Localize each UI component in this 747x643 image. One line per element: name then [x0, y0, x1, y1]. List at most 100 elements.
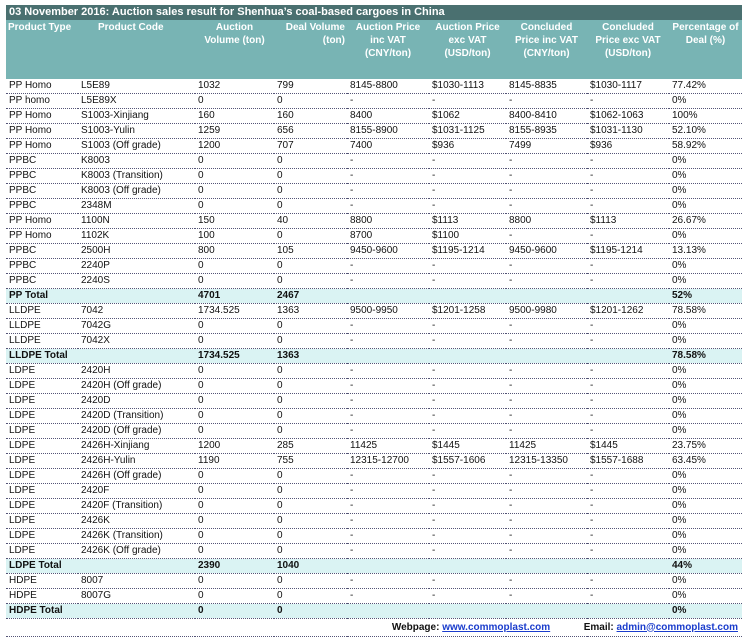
- table-cell: PP Total: [6, 288, 78, 304]
- table-cell: 2420H: [78, 363, 195, 379]
- table-cell: -: [429, 423, 506, 439]
- table-cell: 44%: [669, 558, 742, 574]
- table-cell: $1113: [429, 213, 506, 229]
- table-cell: 63.45%: [669, 453, 742, 469]
- table-cell: -: [347, 543, 429, 559]
- table-cell: -: [429, 363, 506, 379]
- webpage-link[interactable]: www.commoplast.com: [442, 621, 551, 633]
- table-cell: 1032: [195, 79, 274, 94]
- column-header: Concluded Price exc VAT (USD/ton): [587, 20, 669, 79]
- table-cell: -: [587, 498, 669, 514]
- table-cell: $1195-1214: [587, 243, 669, 259]
- table-cell: $1113: [587, 213, 669, 229]
- table-cell: 100%: [669, 108, 742, 124]
- table-row: LLDPE 7042 1734.525 1363 9500-9950 $1201-1258…: [6, 303, 742, 319]
- table-cell: -: [587, 513, 669, 529]
- email-link[interactable]: admin@commoplast.com: [616, 621, 738, 633]
- table-cell: PP Homo: [6, 213, 78, 229]
- table-cell: 0%: [669, 363, 742, 379]
- table-cell: 8400: [347, 108, 429, 124]
- table-row: PPBC 2500H 800 105 9450-9600 $1195-1214 9450-9…: [6, 243, 742, 259]
- table-cell: [78, 348, 195, 364]
- table-cell: $1557-1688: [587, 453, 669, 469]
- table-cell: 0%: [669, 168, 742, 184]
- table-cell: 0: [195, 198, 274, 214]
- table-cell: 9500-9980: [506, 303, 587, 319]
- table-cell: 12315-13350: [506, 453, 587, 469]
- table-cell: 0%: [669, 408, 742, 424]
- table-row: LDPE 2426K 0 0- - - -0%: [6, 513, 742, 529]
- table-cell: 0: [274, 483, 347, 499]
- table-cell: PP homo: [6, 93, 78, 109]
- table-cell: 11425: [347, 438, 429, 454]
- table-cell: 1040: [274, 558, 347, 574]
- table-cell: 2420D (Off grade): [78, 423, 195, 439]
- table-row: LDPE 2426H-Xinjiang 1200 285 11425 $1445 11425…: [6, 438, 742, 454]
- table-row: PPBC K8003 0 0- - - -0%: [6, 153, 742, 169]
- table-cell: $1030-1117: [587, 79, 669, 94]
- table-cell: 7042: [78, 303, 195, 319]
- table-row: PPBC 2240P 0 0- - - -0%: [6, 258, 742, 274]
- table-cell: 799: [274, 79, 347, 94]
- table-row: PPBC 2240S 0 0- - - -0%: [6, 273, 742, 289]
- table-cell: 8400-8410: [506, 108, 587, 124]
- table-cell: -: [429, 183, 506, 199]
- table-row: LDPE 2420D (Transition) 0 0- - - -0%: [6, 408, 742, 424]
- table-cell: 0: [274, 423, 347, 439]
- table-cell: 1190: [195, 453, 274, 469]
- table-cell: 8007G: [78, 588, 195, 604]
- table-cell: [587, 558, 669, 574]
- table-cell: 2426K (Off grade): [78, 543, 195, 559]
- table-cell: -: [429, 393, 506, 409]
- table-cell: 0%: [669, 258, 742, 274]
- table-row: PP Homo S1003-Yulin 1259 656 8155-8900 $1031-…: [6, 123, 742, 139]
- table-cell: -: [347, 408, 429, 424]
- table-cell: S1003-Yulin: [78, 123, 195, 139]
- table-cell: 0: [274, 498, 347, 514]
- column-header: Auction Volume (ton): [195, 20, 274, 79]
- table-row: LDPE 2426H-Yulin 1190 755 12315-12700 $1557-1…: [6, 453, 742, 469]
- table-cell: 1734.525: [195, 303, 274, 319]
- table-cell: 0: [274, 93, 347, 109]
- table-cell: 2420D (Transition): [78, 408, 195, 424]
- table-cell: -: [506, 483, 587, 499]
- table-cell: 0: [195, 258, 274, 274]
- table-cell: 1363: [274, 348, 347, 364]
- table-cell: PP Homo: [6, 138, 78, 154]
- table-cell: PPBC: [6, 198, 78, 214]
- table-cell: 7042G: [78, 318, 195, 334]
- table-cell: 160: [274, 108, 347, 124]
- table-cell: -: [347, 378, 429, 394]
- table-row: PP Homo 1102K 100 0 8700 $1100- -0%: [6, 228, 742, 244]
- table-cell: 0%: [669, 543, 742, 559]
- table-cell: 1259: [195, 123, 274, 139]
- table-cell: PPBC: [6, 168, 78, 184]
- table-cell: 2426K (Transition): [78, 528, 195, 544]
- table-cell: -: [587, 183, 669, 199]
- table-cell: LDPE: [6, 453, 78, 469]
- table-cell: K8003 (Off grade): [78, 183, 195, 199]
- table-cell: 285: [274, 438, 347, 454]
- table-cell: $1557-1606: [429, 453, 506, 469]
- table-cell: 0%: [669, 528, 742, 544]
- table-cell: -: [587, 333, 669, 349]
- table-cell: LLDPE: [6, 303, 78, 319]
- table-cell: PPBC: [6, 258, 78, 274]
- table-row: LDPE 2426H (Off grade) 0 0- - - -0%: [6, 468, 742, 484]
- table-cell: -: [429, 483, 506, 499]
- table-cell: 9450-9600: [347, 243, 429, 259]
- total-row: LLDPE Total 1734.525 1363 78.58%: [6, 348, 742, 364]
- table-cell: 0%: [669, 273, 742, 289]
- table-cell: -: [429, 528, 506, 544]
- table-cell: -: [506, 363, 587, 379]
- table-cell: -: [587, 528, 669, 544]
- table-cell: [78, 558, 195, 574]
- table-cell: 2390: [195, 558, 274, 574]
- table-cell: [429, 558, 506, 574]
- table-row: HDPE 8007 0 0- - - -0%: [6, 573, 742, 589]
- table-cell: 78.58%: [669, 303, 742, 319]
- total-row: LDPE Total 2390 1040 44%: [6, 558, 742, 574]
- table-cell: LLDPE: [6, 318, 78, 334]
- table-cell: -: [506, 513, 587, 529]
- table-cell: -: [506, 168, 587, 184]
